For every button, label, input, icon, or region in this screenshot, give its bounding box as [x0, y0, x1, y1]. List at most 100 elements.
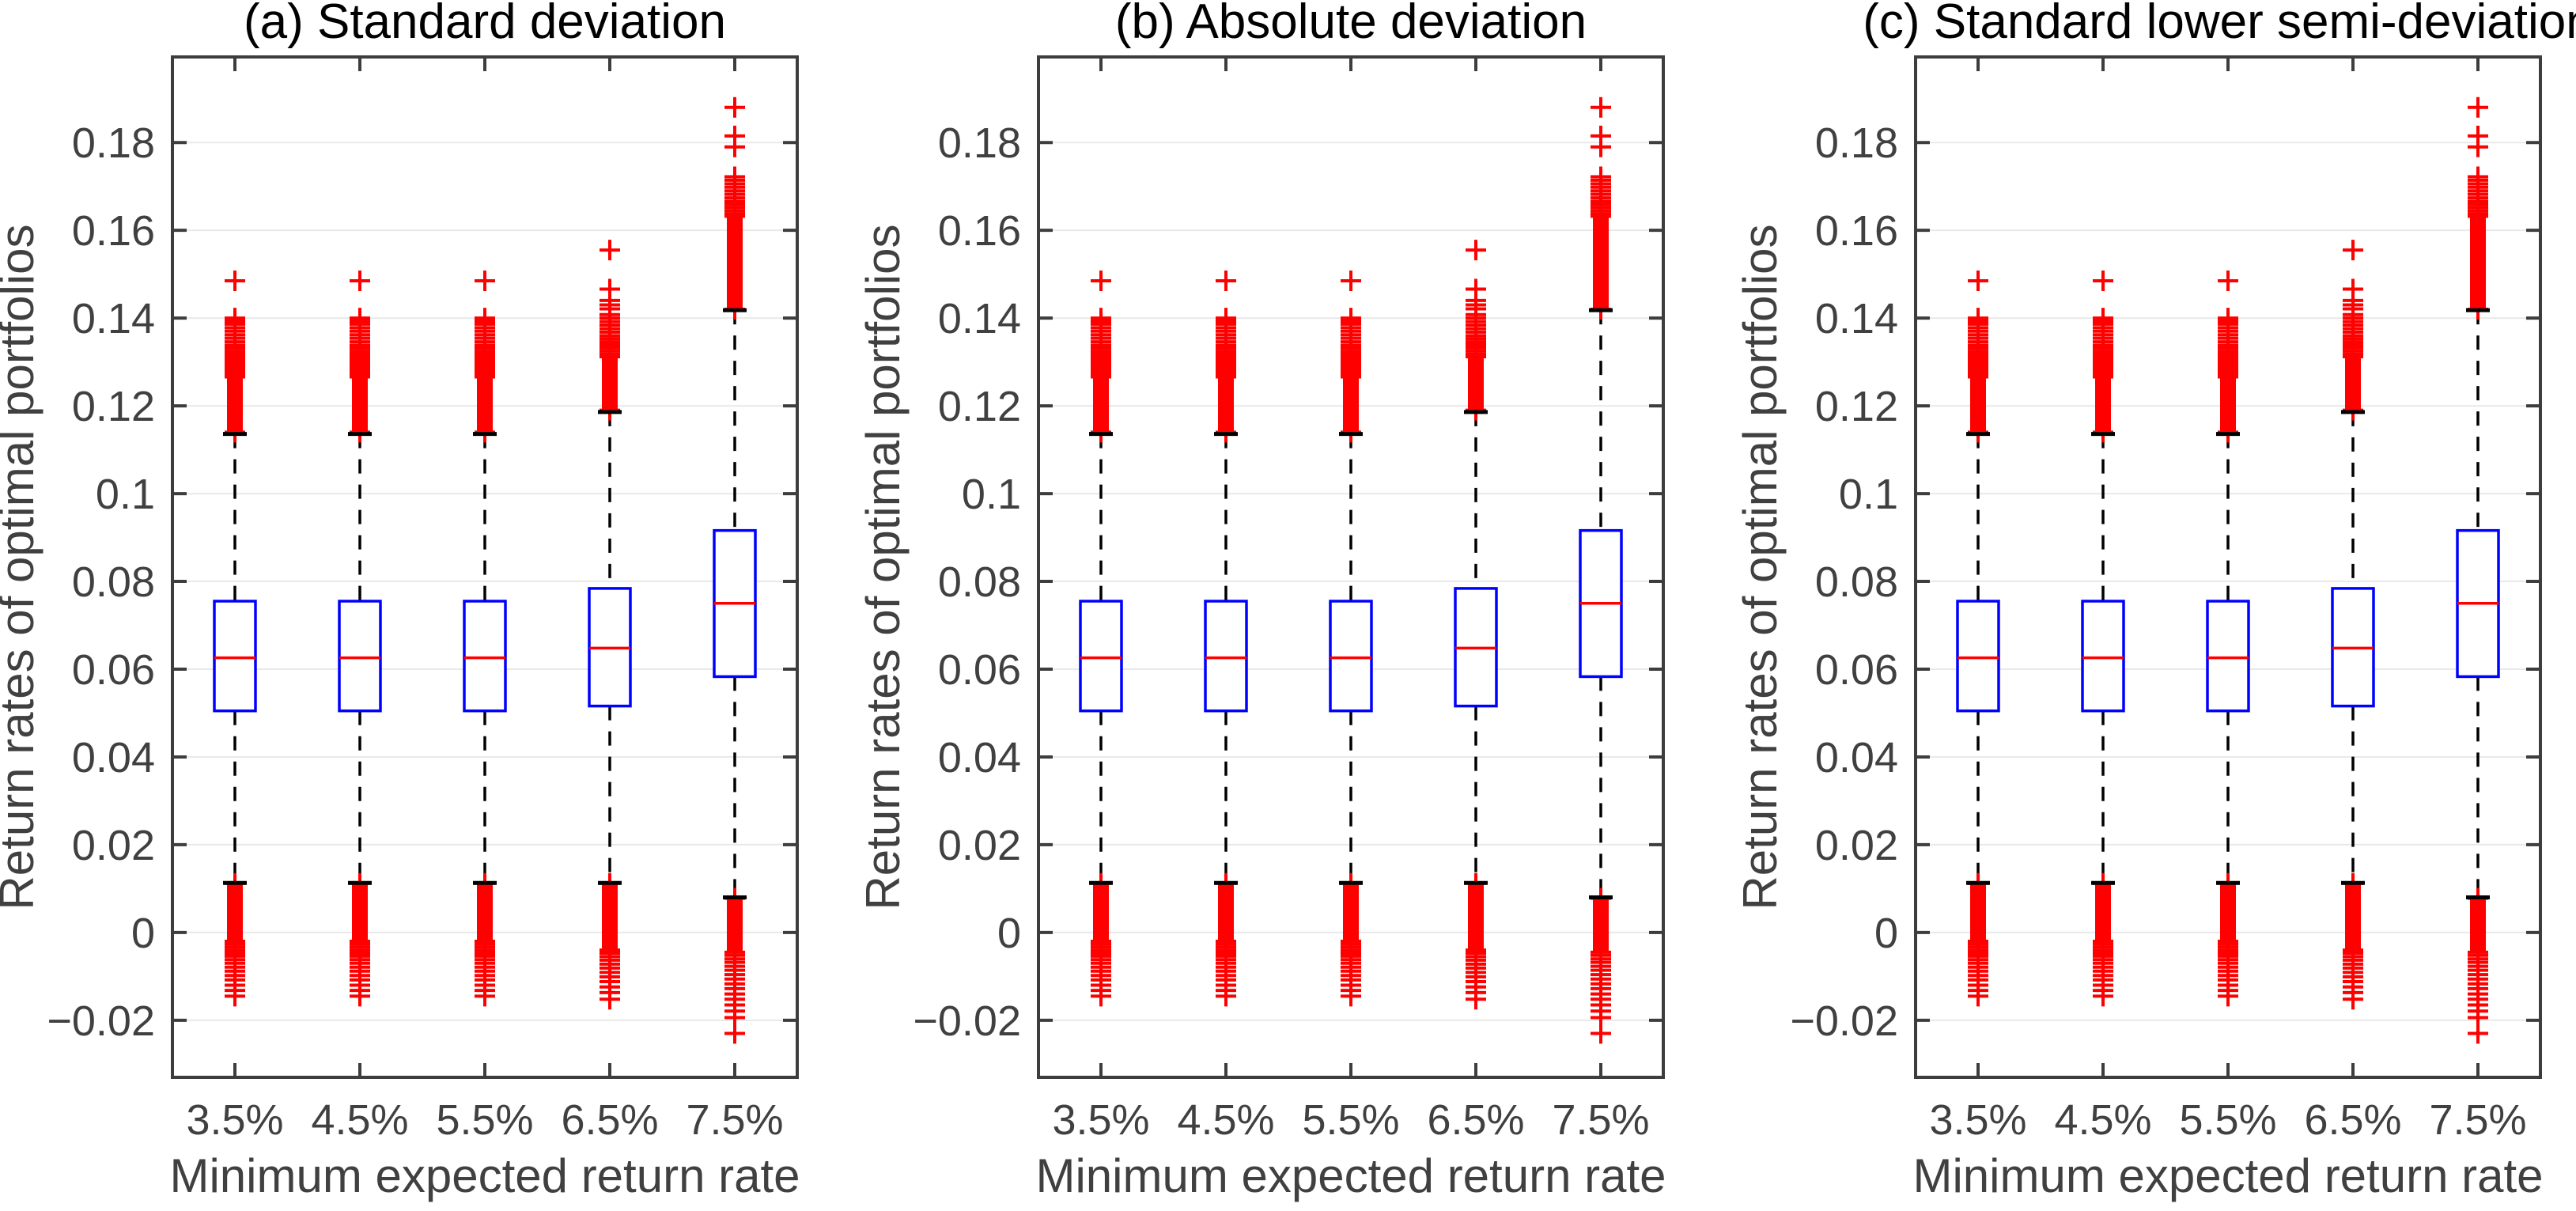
box-group-6.5% — [1454, 240, 1498, 1010]
outlier-band-lower — [227, 883, 243, 941]
outlier-marker — [1968, 270, 1988, 291]
y-tick-label: −0.02 — [913, 997, 1021, 1045]
outlier-marker — [1341, 986, 1361, 1007]
x-tick-label: 4.5% — [311, 1096, 408, 1144]
y-tick-label: 0.06 — [938, 646, 1021, 694]
y-tick-label: 0.12 — [938, 383, 1021, 430]
y-tick-label: 0.04 — [72, 734, 155, 781]
outlier-marker — [1216, 986, 1236, 1007]
iqr-box — [213, 600, 257, 713]
y-tick-label: 0.16 — [938, 207, 1021, 255]
outlier-marker — [1216, 308, 1236, 329]
x-tick-label: 5.5% — [2179, 1096, 2276, 1144]
x-tick-label: 6.5% — [561, 1096, 658, 1144]
outlier-marker — [724, 97, 745, 118]
y-tick-label: 0.08 — [72, 558, 155, 606]
x-axis-label: Minimum expected return rate — [1913, 1149, 2544, 1202]
box-group-5.5% — [2206, 270, 2250, 1007]
outlier-marker — [1091, 308, 1111, 329]
y-tick-label: 0.12 — [1815, 383, 1898, 430]
iqr-box — [1329, 600, 1373, 713]
x-tick-label: 6.5% — [2304, 1096, 2401, 1144]
outlier-marker — [1466, 989, 1486, 1010]
y-axis-label: Return rates of optimal portfolios — [0, 224, 44, 910]
outlier-marker — [1341, 308, 1361, 329]
box-group-6.5% — [2331, 240, 2375, 1010]
outlier-marker — [2218, 308, 2238, 329]
outlier-marker — [225, 270, 245, 291]
y-tick-label: 0.18 — [72, 119, 155, 167]
iqr-box — [1079, 600, 1123, 713]
outlier-band-upper — [2345, 356, 2361, 411]
y-tick-label: 0 — [997, 910, 1021, 957]
outlier-band-lower — [1218, 883, 1234, 941]
outlier-marker — [225, 308, 245, 329]
outlier-marker — [724, 166, 745, 187]
outlier-marker — [2093, 986, 2113, 1007]
outlier-marker — [2343, 278, 2363, 300]
outlier-marker — [1216, 270, 1236, 291]
outlier-band-lower — [727, 898, 743, 952]
outlier-band-upper — [1593, 216, 1609, 310]
outlier-band-upper — [1218, 377, 1234, 433]
box-group-7.5% — [2456, 97, 2500, 1044]
y-tick-label: 0.06 — [1815, 646, 1898, 694]
box-group-7.5% — [713, 97, 757, 1044]
outlier-band-upper — [1343, 377, 1359, 433]
box-group-4.5% — [1204, 270, 1248, 1007]
outlier-marker — [475, 270, 495, 291]
iqr-box — [1956, 600, 2000, 713]
x-tick-label: 5.5% — [436, 1096, 533, 1144]
y-tick-label: 0.12 — [72, 383, 155, 430]
outlier-marker — [475, 308, 495, 329]
x-tick-label: 5.5% — [1302, 1096, 1399, 1144]
y-axis-label: Return rates of optimal portfolios — [857, 224, 910, 910]
outlier-marker — [1466, 240, 1486, 261]
outlier-marker — [2468, 125, 2488, 146]
outlier-band-lower — [1593, 898, 1609, 952]
outlier-marker — [2218, 270, 2238, 291]
x-axis-label: Minimum expected return rate — [1036, 1149, 1666, 1202]
y-tick-label: 0.14 — [1815, 295, 1898, 342]
subplot-a: −0.02 0 0.02 0.04 0.06 0.08 0.1 0.12 0.14 0.16 0.1… — [0, 0, 800, 1202]
outlier-marker — [1968, 308, 1988, 329]
x-tick-label: 7.5% — [1552, 1096, 1649, 1144]
x-tick-label: 4.5% — [2054, 1096, 2151, 1144]
outlier-band-upper — [1970, 377, 1986, 433]
outlier-band-upper — [2095, 377, 2111, 433]
outlier-band-upper — [727, 216, 743, 310]
outlier-band-upper — [352, 377, 368, 433]
y-tick-label: 0.16 — [72, 207, 155, 255]
subplot-c: −0.02 0 0.02 0.04 0.06 0.08 0.1 0.12 0.14 0.16 0.1… — [1734, 0, 2576, 1202]
y-tick-label: 0.08 — [938, 558, 1021, 606]
x-tick-label: 7.5% — [2429, 1096, 2526, 1144]
outlier-band-lower — [2470, 898, 2486, 952]
y-tick-label: 0.06 — [72, 646, 155, 694]
box-group-6.5% — [588, 240, 632, 1010]
iqr-box — [463, 600, 507, 713]
outlier-marker — [1591, 1023, 1611, 1044]
outlier-band-lower — [2220, 883, 2236, 941]
box-group-5.5% — [463, 270, 507, 1007]
box-group-3.5% — [1079, 270, 1123, 1007]
y-tick-label: 0.14 — [72, 295, 155, 342]
box-group-3.5% — [1956, 270, 2000, 1007]
y-tick-label: 0.02 — [72, 822, 155, 869]
box-group-5.5% — [1329, 270, 1373, 1007]
outlier-marker — [2093, 270, 2113, 291]
outlier-band-upper — [1468, 356, 1484, 411]
outlier-band-lower — [1343, 883, 1359, 941]
x-tick-label: 3.5% — [1052, 1096, 1149, 1144]
y-tick-label: 0.02 — [1815, 822, 1898, 869]
outlier-band-lower — [2095, 883, 2111, 941]
outlier-band-lower — [1970, 883, 1986, 941]
outlier-marker — [2468, 97, 2488, 118]
y-axis-label: Return rates of optimal portfolios — [1734, 224, 1787, 910]
y-tick-label: 0.18 — [938, 119, 1021, 167]
box-group-3.5% — [213, 270, 257, 1007]
y-tick-label: 0.02 — [938, 822, 1021, 869]
x-tick-label: 4.5% — [1177, 1096, 1274, 1144]
outlier-marker — [225, 986, 245, 1007]
